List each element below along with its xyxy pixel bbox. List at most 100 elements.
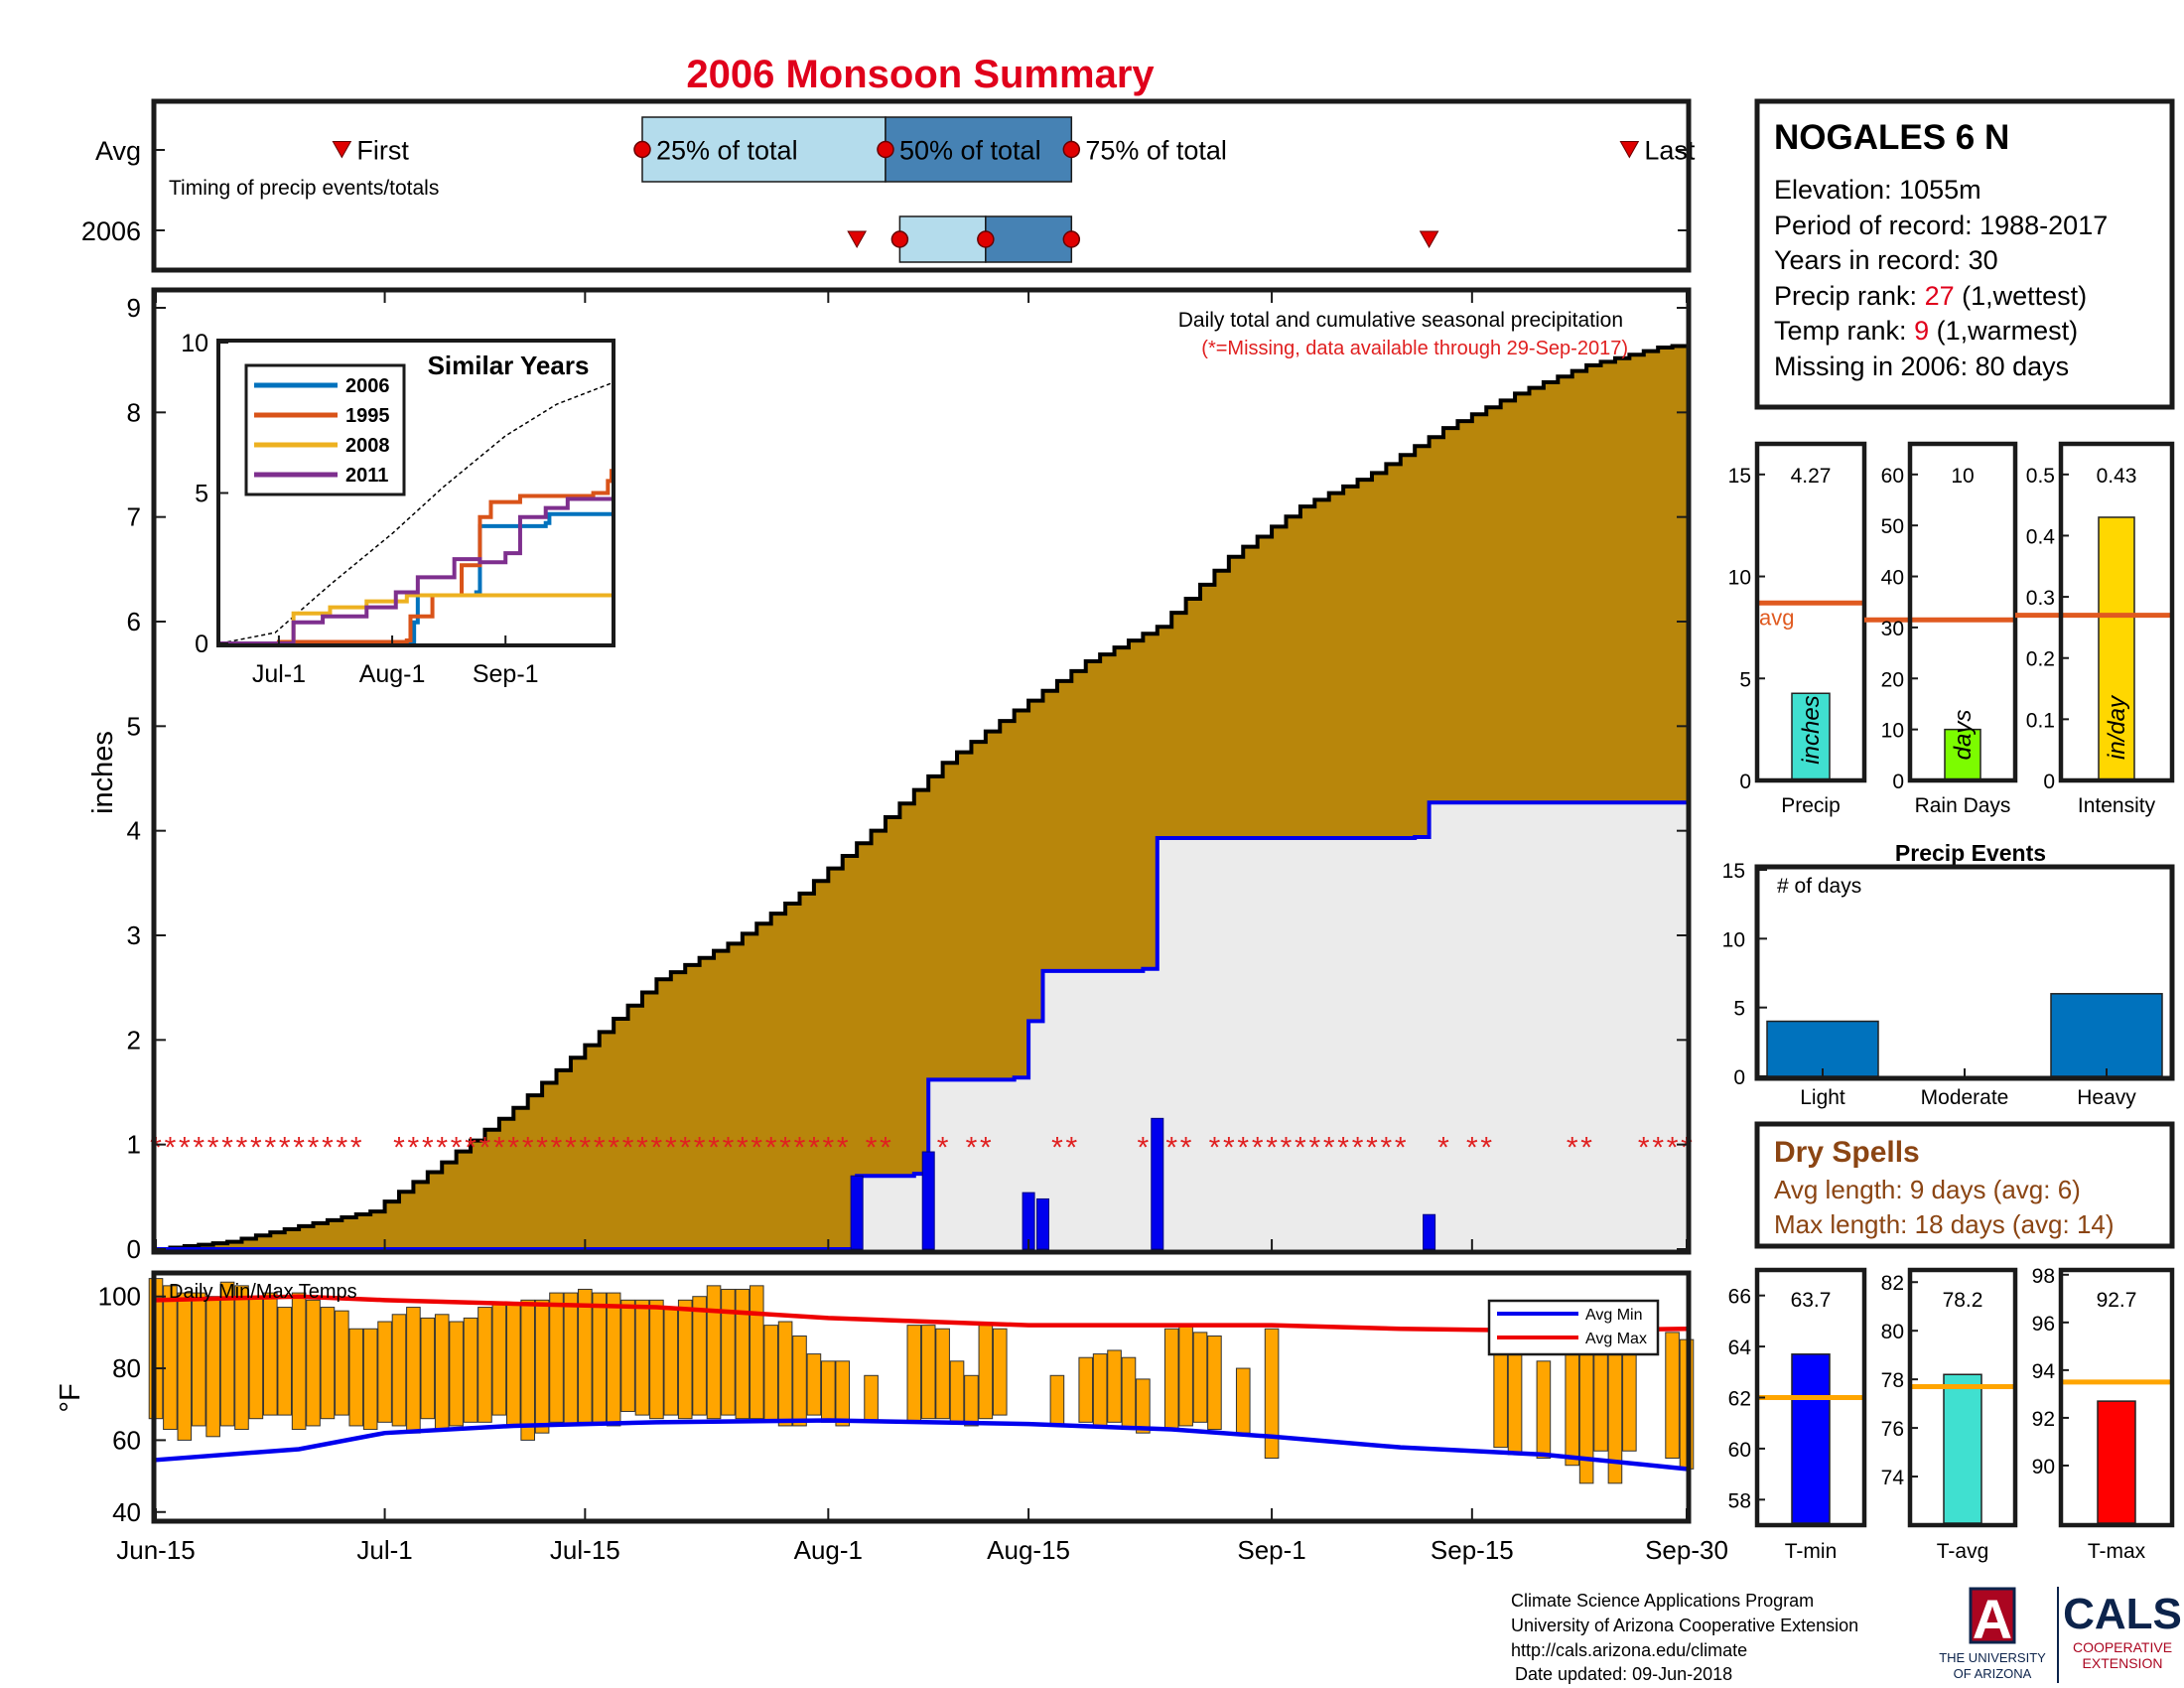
missing-day-marker: * xyxy=(608,1132,619,1165)
daily-temp-bar xyxy=(1493,1349,1508,1449)
x-tick-label: Jun-15 xyxy=(116,1535,196,1565)
main-y-tick-label: 5 xyxy=(127,711,141,741)
daily-temp-bar xyxy=(1207,1336,1222,1431)
panel-frame xyxy=(1907,441,2018,783)
daily-temp-bar xyxy=(1136,1378,1151,1434)
precip-main-chart: * * * * * * * * * * * * * * * * * * * * * * * * * * * * * * * * * * * * * * * *… xyxy=(87,287,1728,1565)
daily-temp-bar xyxy=(1593,1349,1608,1452)
missing-day-marker: * xyxy=(393,1132,405,1165)
footer-credits: Climate Science Applications Program Uni… xyxy=(1511,1591,1858,1684)
missing-day-marker: * xyxy=(207,1132,219,1165)
missing-day-marker: * xyxy=(1480,1132,1492,1165)
panel-intensity: 0 0.1 0.2 0.3 0.4 0.5 0.43 Intensity in/day xyxy=(2015,441,2175,817)
panel-y-tick-label: 62 xyxy=(1728,1388,1751,1411)
panel-y-tick-label: 66 xyxy=(1728,1286,1751,1309)
season-stat-panels: 0 5 10 15 4.27 Precip inches avg 0 10 20 30 40 50 60 10… xyxy=(1728,441,2175,817)
station-missing: Missing in 2006: 80 days xyxy=(1774,352,2069,381)
daily-temp-bar xyxy=(992,1328,1008,1416)
missing-day-marker: * xyxy=(1051,1132,1063,1165)
x-tick-label: Jul-1 xyxy=(356,1535,412,1565)
panel-y-tick-label: 30 xyxy=(1881,618,1904,640)
daily-temp-bar xyxy=(606,1292,621,1427)
panel-y-tick-label: 0.5 xyxy=(2026,465,2055,488)
missing-day-marker: * xyxy=(1237,1132,1249,1165)
daily-temp-bar xyxy=(677,1299,693,1420)
daily-temp-bar xyxy=(191,1292,206,1427)
timing-q25-label: 25% of total xyxy=(656,136,798,166)
station-years: Years in record: 30 xyxy=(1774,245,1998,275)
missing-day-marker: * xyxy=(551,1132,563,1165)
daily-temp-bar xyxy=(291,1292,307,1431)
missing-day-marker: * xyxy=(221,1132,233,1165)
missing-day-marker: * xyxy=(966,1132,978,1165)
inset-legend-label: 1995 xyxy=(345,405,390,427)
panel-y-tick-label: 78 xyxy=(1881,1369,1904,1392)
inset-series-2006 xyxy=(220,511,612,645)
inset-legend-label: 2008 xyxy=(345,435,390,457)
avg-cumulative-line xyxy=(156,344,1689,1251)
missing-day-marker: * xyxy=(1323,1132,1335,1165)
event-bar-heavy xyxy=(2050,993,2163,1077)
daily-temp-bar xyxy=(763,1325,778,1423)
missing-day-marker: * xyxy=(1252,1132,1264,1165)
panel-y-tick-label: 74 xyxy=(1881,1467,1905,1489)
temp-y-tick-label: 60 xyxy=(112,1425,141,1455)
panel-y-tick-label: 82 xyxy=(1881,1272,1904,1295)
cals-logo-line-1: COOPERATIVE xyxy=(2073,1639,2172,1655)
main-y-tick-label: 1 xyxy=(127,1130,141,1160)
events-x-tick-label: Heavy xyxy=(2077,1086,2136,1109)
panel-y-tick-label: 0 xyxy=(2043,771,2055,793)
missing-day-marker: * xyxy=(1667,1132,1679,1165)
missing-day-marker: * xyxy=(737,1132,749,1165)
cals-logo: CALS COOPERATIVE EXTENSION xyxy=(2063,1590,2182,1671)
temperature-stat-panels: 58 60 62 64 66 63.7 T-min 74 76 78 80 82 78.2 T-avg 90… xyxy=(1728,1265,2175,1563)
panel-y-tick-label: 92 xyxy=(2032,1408,2055,1431)
daily-temp-bar xyxy=(463,1317,478,1423)
daily-temp-bar xyxy=(549,1292,564,1423)
x-tick-label: Sep-1 xyxy=(1237,1535,1305,1565)
missing-day-marker: * xyxy=(479,1132,491,1165)
panel-y-tick-label: 5 xyxy=(1739,668,1751,691)
daily-temp-bar xyxy=(949,1360,965,1423)
panel-frame xyxy=(2058,1267,2175,1528)
missing-day-marker: * xyxy=(193,1132,205,1165)
panel-y-tick-label: 98 xyxy=(2032,1265,2055,1288)
missing-day-marker: * xyxy=(1352,1132,1364,1165)
timing-quartile-marker-2 xyxy=(877,140,894,159)
events-y-tick-label: 0 xyxy=(1733,1066,1745,1089)
panel-y-tick-label: 94 xyxy=(2032,1360,2056,1383)
missing-day-marker: * xyxy=(1580,1132,1592,1165)
missing-day-marker: * xyxy=(880,1132,891,1165)
station-elevation: Elevation: 1055m xyxy=(1774,175,1981,205)
daily-temp-bar xyxy=(1235,1367,1251,1434)
timing-caption: Timing of precip events/totals xyxy=(169,177,439,200)
year-cumulative-area xyxy=(156,802,1687,1249)
daily-temp-bar xyxy=(592,1292,608,1423)
timing-q50-label: 50% of total xyxy=(899,136,1041,166)
station-period: Period of record: 1988-2017 xyxy=(1774,211,2108,240)
daily-temp-bar xyxy=(391,1314,407,1427)
inset-x-tick-label: Aug-1 xyxy=(359,660,426,688)
daily-temp-bar xyxy=(1092,1353,1108,1427)
timing-quartile-marker-3 xyxy=(1062,230,1081,248)
dry-spells-box: Dry Spells Avg length: 9 days (avg: 6) M… xyxy=(1754,1121,2175,1249)
missing-day-marker: * xyxy=(665,1132,677,1165)
event-bar-light xyxy=(1766,1020,1879,1077)
missing-day-marker: * xyxy=(594,1132,606,1165)
missing-day-marker: * xyxy=(465,1132,477,1165)
missing-day-marker: * xyxy=(1295,1132,1306,1165)
daily-precip-bar xyxy=(850,1175,864,1250)
missing-day-marker: * xyxy=(507,1132,519,1165)
daily-precip-bar xyxy=(921,1151,935,1250)
panel-t-min: 58 60 62 64 66 63.7 T-min xyxy=(1728,1267,1867,1563)
missing-day-marker: * xyxy=(408,1132,420,1165)
precip-events-chart: Precip Events 0 5 10 15 Light Moderate Heavy #… xyxy=(1722,840,2175,1109)
panel-value-label: 78.2 xyxy=(1943,1289,1983,1312)
panel-y-tick-label: 10 xyxy=(1728,567,1751,590)
events-y-tick-label: 10 xyxy=(1722,928,1745,951)
missing-day-marker: * xyxy=(1638,1132,1650,1165)
panel-bar-label: in/day xyxy=(2104,694,2130,760)
panel-avg-label: avg xyxy=(1759,605,1794,630)
